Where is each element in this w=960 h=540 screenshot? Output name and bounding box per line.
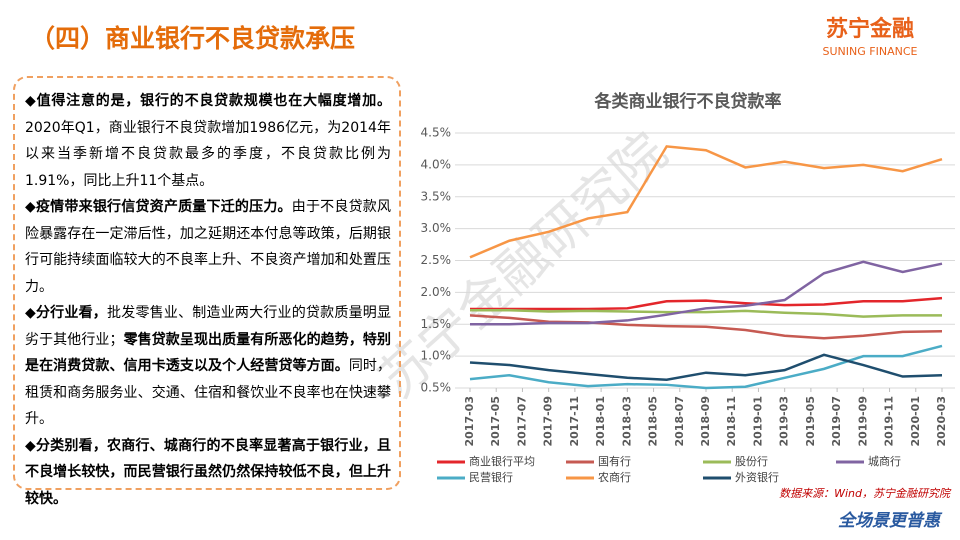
y-tick-label: 2.0% [421,285,452,299]
text-segment: 同时，租赁和商务服务业、交通、住宿和餐饮业不良率也在快速攀升。 [25,358,392,427]
legend-label: 外资银行 [735,470,779,484]
x-tick-label: 2019-07 [830,396,843,447]
x-tick-label: 2019-11 [883,396,896,447]
text-segment: 零售贷款呈现出质量有所恶化的趋势，特别是在消费贷款、信用卡透支以及个人经营贷等方… [25,331,392,375]
source-note: 数据来源：Wind，苏宁金融研究院 [779,487,952,500]
x-tick-label: 2018-09 [699,396,712,447]
text-segment: ◆值得注意的是，银行的不良贷款规模也在大幅度增加。 [25,93,391,109]
x-tick-label: 2017-05 [489,396,502,447]
x-tick-label: 2017-09 [542,396,555,447]
legend-label: 股份行 [735,455,768,468]
x-tick-label: 2017-03 [463,396,476,447]
x-tick-label: 2019-05 [804,396,817,447]
text-segment: ◆分类别看，农商行、城商行的不良率显著高于银行业，且不良增长较快，而民营银行虽然… [25,437,391,507]
series-line [470,296,943,311]
y-tick-label: 0.5% [421,381,452,395]
text-segment: 由于不良贷款风险暴露存在一定滞后性，加之延期还本付息等政策，后期银行可能持续面临… [25,199,392,295]
legend-label: 民营银行 [469,470,513,484]
x-tick-label: 2020-01 [909,396,922,447]
y-tick-label: 3.5% [421,189,452,203]
series-line [470,308,942,318]
y-tick-label: 1.5% [421,317,452,331]
series-line [470,260,943,326]
x-tick-label: 2018-11 [725,396,738,447]
legend-label: 农商行 [598,470,631,484]
legend-label: 国有行 [598,454,631,468]
paragraph: ◆分类别看，农商行、城商行的不良率显著高于银行业，且不良增长较快，而民营银行虽然… [25,433,391,513]
paragraph: ◆分行业看，批发零售业、制造业两大行业的贷款质量明显劣于其他行业；零售贷款呈现出… [25,300,391,433]
x-tick-label: 2018-01 [594,396,607,447]
y-tick-label: 4.0% [421,157,452,171]
footer-slogan: 全场景更普惠 [838,511,943,531]
text-segment: 批发零售业、制造业两大行业的贷款质量明显劣于其他行业； [25,305,391,348]
text-segment: ◆分行业看， [25,305,108,321]
slide-title: （四）商业银行不良贷款承压 [30,24,355,53]
x-tick-label: 2019-03 [778,396,791,447]
x-tick-label: 2017-07 [515,396,528,447]
text-segment: ◆疫情带来银行信贷资产质量下迁的压力。 [25,199,292,215]
x-tick-label: 2017-11 [568,396,581,447]
y-tick-label: 2.5% [421,253,452,267]
legend-label: 城商行 [868,454,901,468]
series-line [469,353,943,381]
logo: 苏宁金融 [826,16,914,42]
legend-label: 商业银行平均 [469,454,535,468]
x-tick-label: 2018-05 [647,396,660,447]
y-tick-label: 3.0% [421,221,452,235]
x-tick-label: 2019-01 [751,396,764,447]
paragraph: ◆疫情带来银行信贷资产质量下迁的压力。由于不良贷款风险暴露存在一定滞后性，加之延… [25,194,391,300]
y-tick-label: 1.0% [421,349,452,363]
y-tick-label: 4.5% [421,126,452,140]
text-box: ◆值得注意的是，银行的不良贷款规模也在大幅度增加。 2020年Q1，商业银行不良贷… [13,76,401,507]
chart: 0.5% 1.0% 1.5% 2.0% 2.5% 3.0% 3.5% 4.0% 4.5% 2017… [421,126,955,484]
x-tick-label: 2018-07 [673,396,686,447]
x-tick-label: 2018-03 [620,396,633,447]
logo-sub: SUNING FINANCE [823,45,918,58]
series-line [469,314,943,340]
paragraph: ◆值得注意的是，银行的不良贷款规模也在大幅度增加。 2020年Q1，商业银行不良贷… [25,88,391,194]
x-tick-label: 2020-03 [935,396,948,447]
series-line [469,344,943,390]
chart-title: 各类商业银行不良贷款率 [594,91,782,112]
series-line [469,145,943,259]
x-tick-label: 2019-09 [856,396,869,447]
text-segment: 2020年Q1，商业银行不良贷款增加1986亿元，为2014年以来当季新增不良贷… [25,119,391,189]
